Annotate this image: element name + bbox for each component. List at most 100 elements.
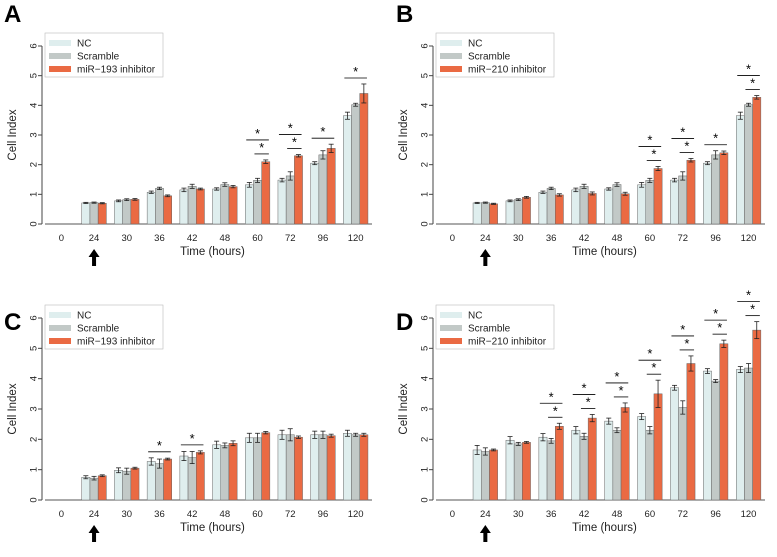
y-tick-label: 4	[419, 103, 430, 108]
legend-swatch	[49, 53, 71, 59]
bar-mir-193-inhibitor-30	[130, 199, 140, 225]
significance-star: *	[190, 431, 195, 446]
x-tick-label: 36	[154, 233, 165, 244]
bar-nc-72	[277, 179, 287, 225]
y-tick-label: 2	[28, 437, 39, 442]
bar-nc-60	[637, 416, 646, 501]
bar-scramble-60	[253, 180, 262, 225]
legend-swatch	[440, 53, 462, 59]
legend-swatch	[440, 312, 462, 318]
x-tick-label: 24	[480, 509, 491, 520]
bar-nc-24	[472, 449, 482, 501]
x-tick-label: 36	[546, 233, 557, 244]
x-tick-label: 30	[513, 233, 524, 244]
bar-mir-210-inhibitor-120	[752, 97, 762, 225]
x-tick-label: 24	[89, 233, 100, 244]
legend-swatch	[49, 312, 71, 318]
bar-nc-72	[277, 434, 287, 501]
x-tick-label: 72	[285, 233, 296, 244]
chart-panel-b: B 0 1 2 3 4 5 6 Cell Index 0 24 30 36 42 48 60 72 96 120 Ti…	[396, 1, 765, 266]
significance-star: *	[750, 76, 755, 91]
bar-scramble-72	[285, 434, 295, 501]
bar-mir-193-inhibitor-24	[97, 475, 107, 501]
x-tick-label: 120	[348, 233, 364, 244]
bar-mir-193-inhibitor-42	[196, 188, 205, 225]
y-tick-label: 4	[419, 376, 430, 381]
bar-nc-36	[146, 192, 156, 225]
y-axis-title: Cell Index	[7, 383, 19, 434]
significance-star: *	[582, 380, 587, 395]
bar-scramble-72	[285, 175, 295, 225]
x-tick-label: 42	[187, 509, 198, 520]
bar-scramble-36	[546, 440, 556, 501]
bar-nc-60	[637, 184, 646, 225]
x-axis-title: Time (hours)	[180, 522, 245, 534]
bar-scramble-96	[711, 154, 720, 225]
bar-nc-72	[670, 179, 679, 225]
bar-mir-193-inhibitor-36	[163, 458, 173, 501]
x-axis-title: Time (hours)	[572, 522, 637, 534]
bar-nc-96	[310, 162, 320, 225]
bar-nc-42	[179, 189, 189, 225]
significance-star: *	[288, 121, 293, 136]
x-tick-label: 42	[579, 233, 590, 244]
x-tick-label: 36	[546, 509, 557, 520]
treatment-arrow-icon	[479, 525, 491, 542]
bar-nc-42	[571, 429, 581, 501]
bar-mir-193-inhibitor-48	[228, 186, 238, 225]
x-tick-label: 36	[154, 509, 165, 520]
legend-label: Scramble	[468, 324, 511, 335]
bar-scramble-120	[351, 104, 360, 225]
y-tick-label: 3	[419, 406, 430, 411]
x-tick-label: 120	[741, 509, 757, 520]
x-tick-label: 72	[677, 233, 688, 244]
significance-star: *	[549, 389, 554, 404]
significance-star: *	[680, 322, 685, 337]
x-tick-label: 48	[612, 509, 623, 520]
bar-nc-36	[538, 192, 548, 225]
y-axis-title: Cell Index	[398, 383, 410, 434]
significance-star: *	[651, 360, 656, 375]
significance-star: *	[717, 320, 722, 335]
chart-panel-c: C 0 1 2 3 4 5 6 Cell Index 0 24 30 36 42 48 60 72 96 120 Ti…	[4, 304, 372, 542]
y-tick-label: 1	[419, 467, 430, 472]
bar-nc-36	[146, 461, 156, 501]
legend-label: NC	[468, 39, 482, 50]
bar-nc-30	[114, 200, 123, 225]
bar-scramble-120	[351, 434, 360, 501]
bar-nc-48	[604, 420, 614, 501]
chart-panel-d: D 0 1 2 3 4 5 6 Cell Index 0 24 30 36 42 48 60 72 96 120 Ti…	[396, 288, 765, 542]
x-tick-label: 30	[121, 233, 132, 244]
y-tick-label: 0	[28, 221, 39, 226]
y-tick-label: 1	[419, 192, 430, 197]
significance-star: *	[586, 394, 591, 409]
legend-swatch	[49, 40, 71, 46]
y-tick-label: 6	[419, 315, 430, 320]
panel-letter: B	[396, 1, 413, 28]
x-tick-label: 24	[480, 233, 491, 244]
bar-scramble-60	[253, 437, 262, 501]
significance-star: *	[255, 126, 260, 141]
y-tick-label: 0	[419, 497, 430, 502]
bar-nc-120	[736, 115, 745, 225]
x-tick-label: 60	[645, 509, 656, 520]
x-tick-label: 24	[89, 509, 100, 520]
bar-scramble-42	[187, 186, 197, 225]
bar-scramble-30	[122, 470, 132, 501]
y-tick-label: 5	[28, 346, 39, 351]
significance-star: *	[680, 124, 685, 139]
bar-mir-210-inhibitor-96	[719, 343, 729, 501]
bar-scramble-36	[155, 188, 164, 225]
bar-scramble-72	[678, 175, 688, 225]
significance-star: *	[746, 62, 751, 77]
x-tick-label: 96	[710, 233, 721, 244]
x-axis-title: Time (hours)	[180, 246, 245, 258]
y-tick-label: 4	[28, 103, 39, 108]
bar-nc-30	[114, 470, 123, 501]
significance-star: *	[619, 383, 624, 398]
significance-star: *	[157, 438, 162, 453]
bar-mir-210-inhibitor-24	[489, 203, 498, 225]
bar-scramble-60	[645, 429, 655, 501]
bar-nc-60	[245, 437, 254, 501]
bar-nc-96	[703, 370, 712, 501]
